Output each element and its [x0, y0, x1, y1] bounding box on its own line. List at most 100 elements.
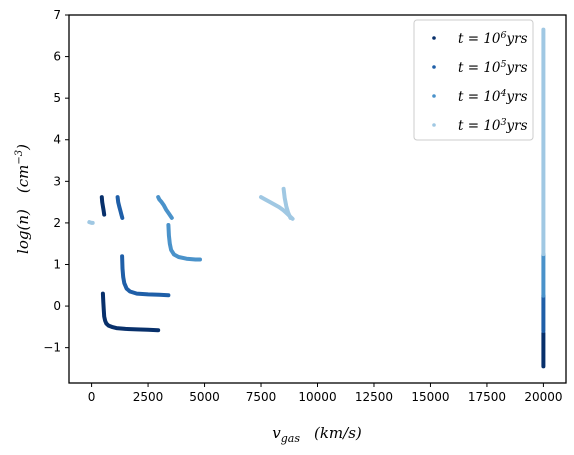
data-point — [120, 267, 125, 271]
data-point — [198, 257, 202, 262]
data-point — [259, 195, 263, 199]
data-point — [541, 294, 546, 298]
x-tick-label: 5000 — [189, 390, 220, 404]
legend-entry: t = 103yrs — [458, 117, 528, 134]
data-point — [541, 350, 546, 354]
y-tick-label: 6 — [53, 50, 61, 64]
y-tick-label: 5 — [53, 91, 61, 105]
data-point — [102, 308, 106, 312]
x-tick-label: 0 — [88, 390, 96, 404]
legend-marker — [432, 123, 436, 127]
data-point — [168, 242, 172, 246]
data-point — [101, 204, 105, 208]
data-point — [160, 200, 164, 204]
legend-marker — [432, 65, 436, 69]
data-point — [146, 292, 150, 296]
data-point — [541, 329, 546, 333]
y-tick-label: −1 — [43, 341, 61, 355]
plot-marks — [87, 27, 546, 369]
y-tick-label: 1 — [53, 257, 61, 271]
data-point — [541, 200, 546, 204]
data-point — [128, 289, 132, 294]
data-point — [541, 304, 546, 308]
series-2 — [156, 195, 546, 298]
data-point — [283, 196, 287, 200]
data-point — [541, 358, 546, 362]
y-axis-label: log(n)(cm−3) — [14, 144, 32, 254]
data-point — [118, 208, 122, 212]
y-tick-label: 2 — [53, 216, 61, 230]
data-point — [166, 211, 170, 215]
data-point — [169, 248, 173, 252]
x-axis-ticks: 0 2500 5000 7500 10000 12500 15000 17500 20000 — [88, 383, 563, 404]
series-0 — [99, 195, 546, 369]
data-point — [101, 292, 105, 296]
data-point — [117, 204, 121, 208]
data-point — [156, 328, 160, 332]
data-point — [541, 279, 546, 283]
legend-entry: t = 104yrs — [458, 88, 528, 105]
data-point — [122, 281, 126, 285]
data-point — [135, 292, 139, 296]
data-point — [541, 75, 546, 79]
data-point — [116, 200, 120, 204]
legend-entry: t = 106yrs — [458, 30, 528, 47]
y-tick-label: 7 — [53, 8, 61, 22]
data-point — [102, 208, 106, 212]
data-point — [119, 213, 123, 217]
legend-entry: t = 105yrs — [458, 59, 528, 76]
data-point — [123, 327, 128, 331]
data-point — [114, 326, 118, 330]
data-point — [135, 327, 139, 331]
data-point — [541, 364, 546, 368]
data-point — [157, 293, 161, 297]
data-point — [541, 28, 546, 32]
data-point — [166, 223, 170, 227]
data-point — [268, 200, 272, 204]
series-1 — [115, 195, 546, 333]
data-point — [184, 257, 189, 261]
data-point — [193, 257, 198, 262]
x-tick-label: 17500 — [468, 390, 506, 404]
data-point — [286, 210, 290, 215]
data-point — [170, 216, 174, 220]
y-tick-label: 3 — [53, 174, 61, 188]
data-point — [120, 254, 124, 258]
data-point — [120, 216, 124, 220]
x-tick-label: 12500 — [355, 390, 393, 404]
data-point — [146, 328, 150, 332]
data-point — [273, 203, 277, 207]
data-point — [156, 195, 160, 199]
data-point — [288, 216, 292, 220]
legend-marker — [432, 36, 436, 40]
data-point — [177, 255, 181, 259]
legend-box — [413, 19, 534, 141]
data-point — [102, 213, 106, 217]
x-tick-label: 7500 — [246, 390, 277, 404]
data-point — [157, 198, 161, 202]
data-point — [110, 325, 114, 329]
data-point — [102, 314, 106, 319]
y-axis-ticks: −1 0 1 2 3 4 5 6 7 — [43, 8, 69, 355]
data-point — [167, 233, 171, 237]
data-point — [103, 319, 107, 323]
data-point — [100, 200, 104, 204]
data-point — [541, 138, 546, 142]
data-point — [100, 195, 104, 199]
x-tick-label: 15000 — [411, 390, 449, 404]
data-point — [284, 204, 288, 208]
data-point — [164, 208, 168, 212]
data-point — [277, 205, 281, 209]
x-tick-label: 20000 — [524, 390, 562, 404]
data-point — [116, 195, 120, 199]
data-point — [104, 321, 108, 326]
data-point — [541, 252, 546, 256]
data-point — [541, 341, 546, 346]
series-path — [120, 254, 171, 298]
data-point — [172, 252, 176, 257]
data-point — [282, 208, 286, 212]
y-tick-label: 0 — [53, 299, 61, 313]
legend-marker — [432, 94, 436, 98]
x-tick-label: 2500 — [133, 390, 164, 404]
